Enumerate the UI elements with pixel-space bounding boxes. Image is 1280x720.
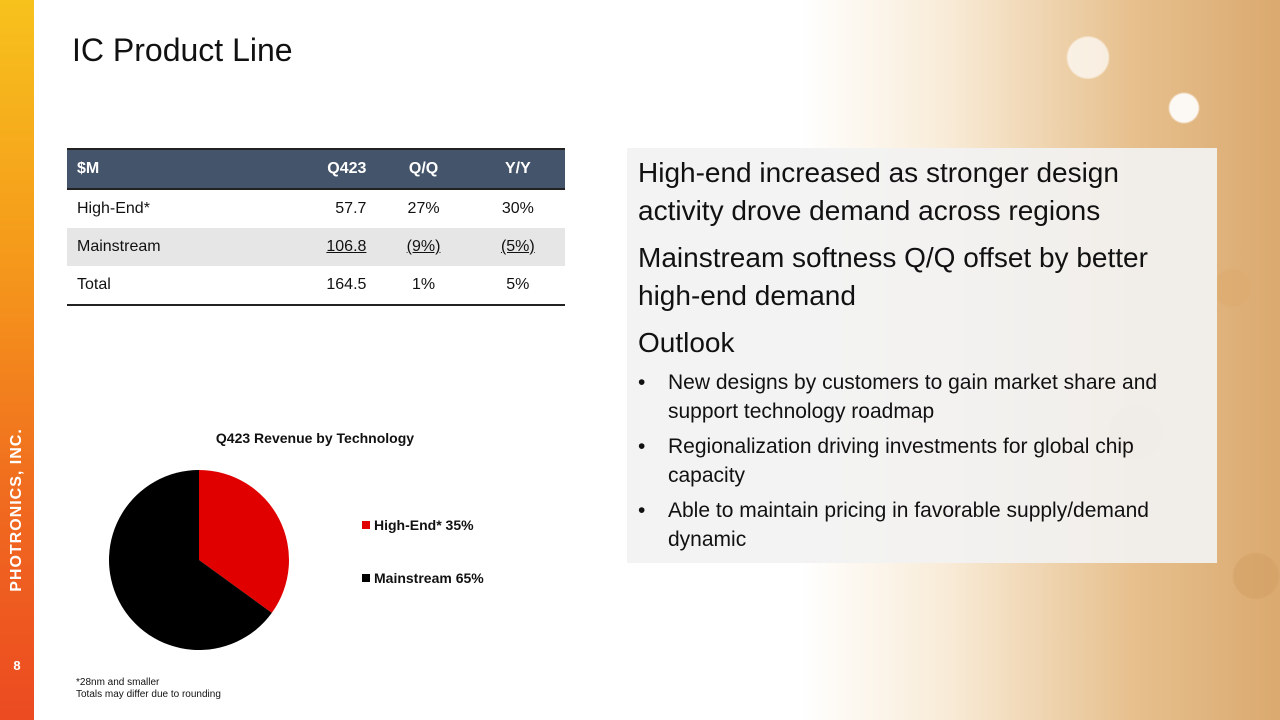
table-cell: 5% [470,266,565,306]
table-cell: (9%) [376,228,471,266]
table-cell: 30% [501,200,534,217]
legend-swatch [362,574,370,582]
table-row: Total 164.5 1% 5% [67,266,565,306]
table-cell: High-End* [77,200,150,217]
outlook-heading: Outlook [638,327,735,358]
slide-title: IC Product Line [72,32,293,68]
table-header: Q/Q [376,148,471,190]
bullet-text: New designs by customers to gain market … [668,371,1158,423]
chart-legend: High-End* 35% Mainstream 65% [362,515,484,621]
table-cell: Total [67,266,256,306]
table-cell: Mainstream [67,228,256,266]
table-header: Q423 [255,148,377,190]
footnotes: *28nm and smaller Totals may differ due … [76,677,221,701]
outlook-bullets: • New designs by customers to gain market… [638,368,1208,560]
list-item: • Regionalization driving investments for… [638,432,1208,490]
legend-swatch [362,521,370,529]
legend-label: Mainstream 65% [374,570,484,586]
legend-item: Mainstream 65% [362,568,484,588]
table-header: Y/Y [470,148,565,190]
table-row: High-End* 57.7 27% 30% [67,189,565,228]
commentary-panel: High-end increased as stronger design ac… [627,148,1217,563]
brand-sidebar: PHOTRONICS, INC. 8 [0,0,34,720]
table-row: Mainstream 106.8 (9%) (5%) [67,228,565,266]
point-high-end: High-end increased as stronger design ac… [638,157,1119,226]
footnote-line: Totals may differ due to rounding [76,689,221,700]
list-item: • New designs by customers to gain market… [638,368,1208,426]
table-cell: (5%) [470,228,565,266]
legend-label: High-End* 35% [374,517,474,533]
bullet-text: Able to maintain pricing in favorable su… [668,499,1149,551]
point-mainstream: Mainstream softness Q/Q offset by better… [638,242,1148,311]
table-cell: 1% [376,266,471,306]
revenue-table: $M Q423 Q/Q Y/Y High-End* 57.7 27% 30% M… [67,148,565,306]
footnote-line: *28nm and smaller [76,677,160,688]
page-number: 8 [13,658,21,673]
legend-item: High-End* 35% [362,515,484,535]
bullet-text: Regionalization driving investments for … [668,435,1134,487]
table-header: $M [67,148,256,190]
table-cell: 164.5 [255,266,377,306]
pie-slice-mainstream [108,470,272,650]
list-item: • Able to maintain pricing in favorable s… [638,496,1208,554]
table-cell: 106.8 [255,228,377,266]
chart-title: Q423 Revenue by Technology [215,430,415,446]
pie-slice-highend [199,470,289,613]
table-cell: 27% [407,200,440,217]
table-header-row: $M Q423 Q/Q Y/Y [67,148,565,190]
table-cell: 57.7 [335,200,367,217]
brand-name: PHOTRONICS, INC. [8,428,25,592]
pie-chart [108,470,289,650]
